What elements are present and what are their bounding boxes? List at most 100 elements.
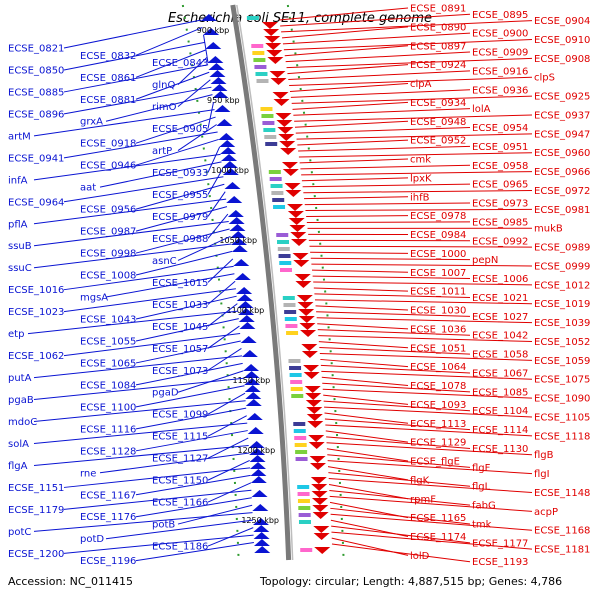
reverse-gene-arrow bbox=[262, 22, 279, 29]
feature-box bbox=[297, 499, 310, 503]
gene-label-left: ECSE_1196 bbox=[80, 556, 136, 567]
forward-gene-arrow bbox=[216, 119, 233, 126]
forward-gene-arrow bbox=[239, 322, 256, 329]
gene-label-right: ECSE_0951 bbox=[472, 142, 528, 153]
reverse-gene-arrow bbox=[266, 50, 283, 57]
leader-line-right bbox=[289, 76, 533, 87]
gene-label-right: ECSE_0908 bbox=[534, 54, 590, 65]
forward-gene-arrow bbox=[200, 14, 217, 21]
feature-box bbox=[294, 443, 307, 447]
reverse-gene-arrow bbox=[297, 302, 314, 309]
leader-line-right bbox=[320, 364, 471, 374]
leader-line-left bbox=[135, 138, 219, 166]
gene-label-right: ECSE_1036 bbox=[410, 324, 466, 335]
tick-label: 900 kbp bbox=[197, 26, 230, 35]
forward-gene-arrow bbox=[234, 273, 251, 280]
leader-line-left bbox=[33, 422, 248, 444]
gene-label-left: ECSE_1023 bbox=[8, 307, 64, 318]
leader-line-right bbox=[326, 436, 471, 449]
gene-label-right: ECSE_0965 bbox=[472, 180, 528, 191]
gene-label-right: ECSE_0937 bbox=[534, 110, 590, 121]
gene-label-left: ECSE_1033 bbox=[152, 300, 208, 311]
gene-label-right: ECSE_0952 bbox=[410, 136, 466, 147]
leader-line-left bbox=[207, 258, 234, 283]
gene-label-left: putA bbox=[8, 373, 32, 384]
feature-box bbox=[262, 121, 275, 125]
reverse-gene-arrow bbox=[312, 505, 329, 512]
leader-line-right bbox=[285, 51, 471, 63]
reverse-gene-arrow bbox=[301, 351, 318, 358]
feature-box bbox=[298, 513, 311, 517]
gene-label-right: ECSE_0958 bbox=[472, 161, 528, 172]
forward-gene-arrow bbox=[220, 147, 237, 154]
forward-gene-arrow bbox=[205, 42, 222, 49]
gene-label-left: ECSE_1045 bbox=[152, 322, 208, 333]
leader-line-left bbox=[135, 49, 207, 78]
gene-label-left: ECSE_0850 bbox=[8, 65, 64, 76]
forward-gene-arrow bbox=[221, 161, 238, 168]
gene-label-right: ECSE_1006 bbox=[472, 274, 528, 285]
reverse-gene-arrow bbox=[263, 29, 280, 36]
gene-label-left: grxA bbox=[80, 117, 103, 128]
gene-label-left: ECSE_1150 bbox=[152, 476, 208, 487]
leader-line-right bbox=[280, 13, 471, 27]
feature-box bbox=[253, 58, 266, 62]
reverse-gene-arrow bbox=[309, 456, 326, 463]
leader-line-left bbox=[135, 228, 230, 254]
leader-line-right bbox=[295, 127, 471, 134]
gene-label-left: mgsA bbox=[80, 293, 108, 304]
gene-label-left: ECSE_1127 bbox=[152, 454, 208, 465]
leader-line-right bbox=[306, 215, 409, 218]
feature-box bbox=[272, 198, 285, 202]
feature-box bbox=[291, 394, 304, 398]
feature-box bbox=[254, 65, 267, 69]
leader-line-left bbox=[135, 340, 241, 364]
gene-label-right: ECSE_0904 bbox=[534, 16, 590, 27]
leader-line-left bbox=[135, 183, 225, 210]
leader-line-left bbox=[33, 243, 232, 269]
leader-line-left bbox=[135, 71, 210, 100]
reverse-gene-arrow bbox=[289, 225, 306, 232]
reverse-gene-arrow bbox=[311, 484, 328, 491]
gene-label-left: ECSE_1166 bbox=[152, 498, 208, 509]
leader-line-left bbox=[63, 64, 209, 93]
leader-line-right bbox=[300, 164, 471, 170]
reverse-gene-arrow bbox=[281, 162, 298, 169]
forward-gene-arrow bbox=[245, 392, 262, 399]
feature-box bbox=[263, 128, 276, 132]
feature-box bbox=[261, 114, 274, 118]
leader-line-right bbox=[292, 101, 409, 110]
leader-line-right bbox=[328, 484, 409, 500]
feature-box bbox=[282, 296, 295, 300]
gene-label-right: ECSE_1007 bbox=[410, 268, 466, 279]
leader-line-right bbox=[283, 38, 533, 51]
reverse-gene-arrow bbox=[300, 330, 317, 337]
forward-gene-arrow bbox=[210, 77, 227, 84]
gene-label-right: lolD bbox=[410, 551, 430, 562]
gene-label-left: ECSE_0946 bbox=[80, 161, 136, 172]
reverse-gene-arrow bbox=[291, 239, 308, 246]
leader-line-right bbox=[319, 347, 471, 355]
tick-label: 1150 kbp bbox=[233, 376, 271, 385]
reverse-gene-arrow bbox=[305, 393, 322, 400]
gene-label-left: infA bbox=[8, 175, 28, 186]
feature-box bbox=[298, 506, 311, 510]
leader-line-left bbox=[207, 415, 247, 437]
leader-line-left bbox=[135, 407, 247, 430]
forward-gene-arrow bbox=[227, 210, 244, 217]
leader-line-right bbox=[322, 388, 533, 399]
leader-line-right bbox=[331, 531, 533, 550]
gene-label-right: ECSE_1075 bbox=[534, 375, 590, 386]
gene-label-left: ECSE_1099 bbox=[152, 410, 208, 421]
leader-line-left bbox=[135, 362, 243, 386]
gene-label-right: ECSE_1021 bbox=[472, 293, 528, 304]
leader-line-right bbox=[281, 26, 409, 39]
leader-line-left bbox=[135, 318, 239, 342]
leader-line-left bbox=[33, 400, 246, 423]
feature-box bbox=[284, 317, 297, 321]
feature-box bbox=[290, 387, 303, 391]
tick-label: 1100 kbp bbox=[227, 306, 265, 315]
gene-label-right: ECSE_0984 bbox=[410, 230, 466, 241]
tick-label: 1200 kbp bbox=[237, 446, 275, 455]
backbone-arc bbox=[230, 4, 292, 561]
